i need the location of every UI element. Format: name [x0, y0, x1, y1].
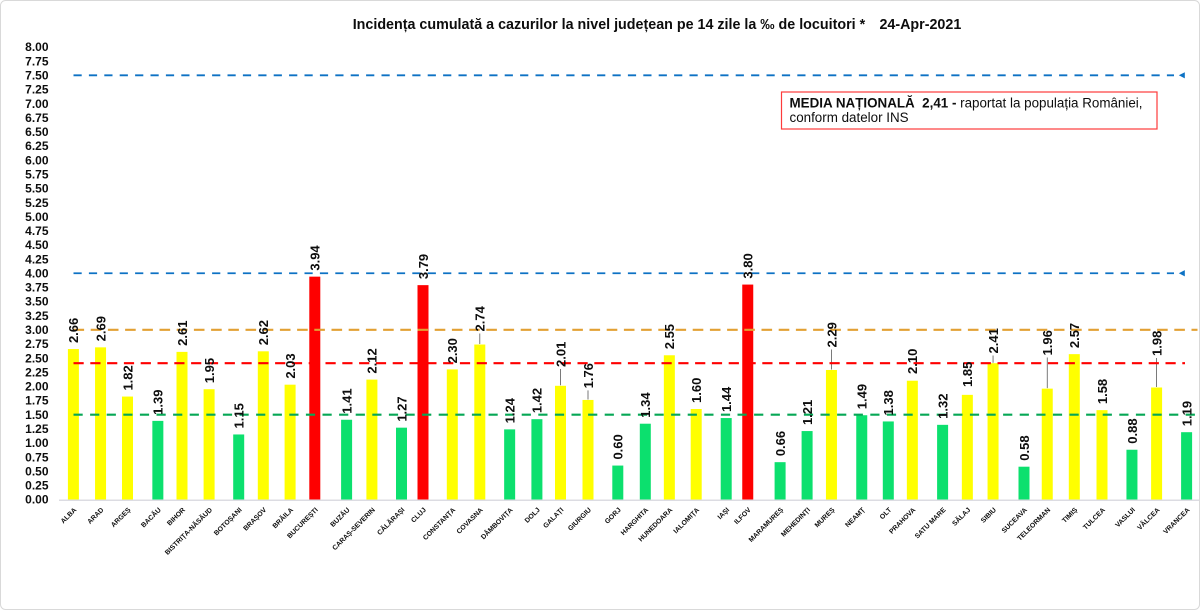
svg-text:5.75: 5.75: [25, 168, 49, 182]
svg-text:1.85: 1.85: [960, 362, 975, 387]
svg-text:2.75: 2.75: [25, 337, 49, 351]
svg-text:1.60: 1.60: [689, 378, 704, 403]
svg-text:1.27: 1.27: [394, 396, 409, 421]
svg-text:1.15: 1.15: [232, 403, 247, 428]
svg-text:2.74: 2.74: [473, 305, 488, 331]
svg-text:1.41: 1.41: [339, 388, 354, 413]
svg-text:1.34: 1.34: [638, 392, 653, 418]
svg-text:2.57: 2.57: [1067, 323, 1082, 348]
svg-text:2.10: 2.10: [905, 349, 920, 374]
svg-text:1.82: 1.82: [120, 365, 135, 390]
svg-text:2.50: 2.50: [25, 351, 49, 365]
svg-text:0.66: 0.66: [773, 431, 788, 456]
svg-text:7.75: 7.75: [25, 54, 49, 68]
svg-text:1.38: 1.38: [881, 390, 896, 415]
svg-text:6.00: 6.00: [25, 153, 49, 167]
svg-text:2.55: 2.55: [662, 324, 677, 349]
svg-text:0.25: 0.25: [25, 479, 49, 493]
svg-text:2.61: 2.61: [175, 321, 190, 346]
svg-text:1.25: 1.25: [25, 422, 49, 436]
svg-text:3.79: 3.79: [416, 254, 431, 279]
svg-text:1.21: 1.21: [800, 400, 815, 425]
svg-text:6.25: 6.25: [25, 139, 49, 153]
svg-text:7.00: 7.00: [25, 97, 49, 111]
svg-text:1.76: 1.76: [581, 363, 596, 388]
svg-text:2.30: 2.30: [445, 338, 460, 363]
svg-text:MEDIA NAȚIONALĂ 2,41 - raport: MEDIA NAȚIONALĂ 2,41 - raportat la popul…: [790, 96, 1143, 111]
svg-text:7.50: 7.50: [25, 69, 49, 83]
svg-text:4.00: 4.00: [25, 267, 49, 281]
svg-text:0.58: 0.58: [1017, 435, 1032, 460]
svg-text:1.39: 1.39: [151, 390, 166, 415]
svg-text:7.25: 7.25: [25, 83, 49, 97]
svg-text:2.62: 2.62: [256, 320, 271, 345]
svg-text:1.19: 1.19: [1179, 401, 1194, 426]
svg-text:6.50: 6.50: [25, 125, 49, 139]
svg-text:8.00: 8.00: [25, 40, 49, 54]
svg-text:0.60: 0.60: [611, 434, 626, 459]
svg-text:1.75: 1.75: [25, 394, 49, 408]
svg-text:1.58: 1.58: [1095, 379, 1110, 404]
svg-text:3.00: 3.00: [25, 323, 49, 337]
svg-text:1.96: 1.96: [1040, 330, 1055, 355]
svg-text:1.50: 1.50: [25, 408, 49, 422]
svg-text:2.25: 2.25: [25, 365, 49, 379]
svg-text:4.50: 4.50: [25, 238, 49, 252]
svg-text:6.75: 6.75: [25, 111, 49, 125]
svg-text:1.44: 1.44: [719, 386, 734, 412]
svg-text:5.50: 5.50: [25, 182, 49, 196]
svg-text:2.29: 2.29: [824, 322, 839, 347]
svg-text:1.49: 1.49: [855, 384, 870, 409]
svg-text:2.12: 2.12: [365, 348, 380, 373]
svg-text:5.00: 5.00: [25, 210, 49, 224]
svg-text:3.94: 3.94: [308, 245, 323, 271]
svg-text:2.69: 2.69: [93, 316, 108, 341]
svg-text:3.50: 3.50: [25, 295, 49, 309]
svg-text:1.32: 1.32: [935, 394, 950, 419]
svg-text:5.25: 5.25: [25, 196, 49, 210]
svg-text:3.80: 3.80: [741, 253, 756, 278]
svg-text:1.98: 1.98: [1149, 331, 1164, 356]
svg-text:2.00: 2.00: [25, 380, 49, 394]
svg-text:2.41: 2.41: [986, 328, 1001, 353]
svg-text:Incidența cumulată a cazurilor: Incidența cumulată a cazurilor la nivel …: [353, 17, 962, 33]
svg-text:3.25: 3.25: [25, 309, 49, 323]
svg-text:3.75: 3.75: [25, 281, 49, 295]
svg-text:2.01: 2.01: [553, 342, 568, 367]
svg-text:0.00: 0.00: [25, 493, 49, 507]
svg-text:conform datelor INS: conform datelor INS: [790, 110, 909, 125]
svg-text:1.24: 1.24: [502, 397, 517, 423]
svg-text:4.75: 4.75: [25, 224, 49, 238]
svg-text:0.88: 0.88: [1125, 418, 1140, 443]
svg-text:2.03: 2.03: [283, 353, 298, 378]
svg-text:2.66: 2.66: [66, 318, 81, 343]
svg-text:0.50: 0.50: [25, 464, 49, 478]
svg-text:1.42: 1.42: [530, 388, 545, 413]
svg-text:0.75: 0.75: [25, 450, 49, 464]
svg-text:4.25: 4.25: [25, 252, 49, 266]
svg-text:1.00: 1.00: [25, 436, 49, 450]
svg-text:1.95: 1.95: [202, 358, 217, 383]
